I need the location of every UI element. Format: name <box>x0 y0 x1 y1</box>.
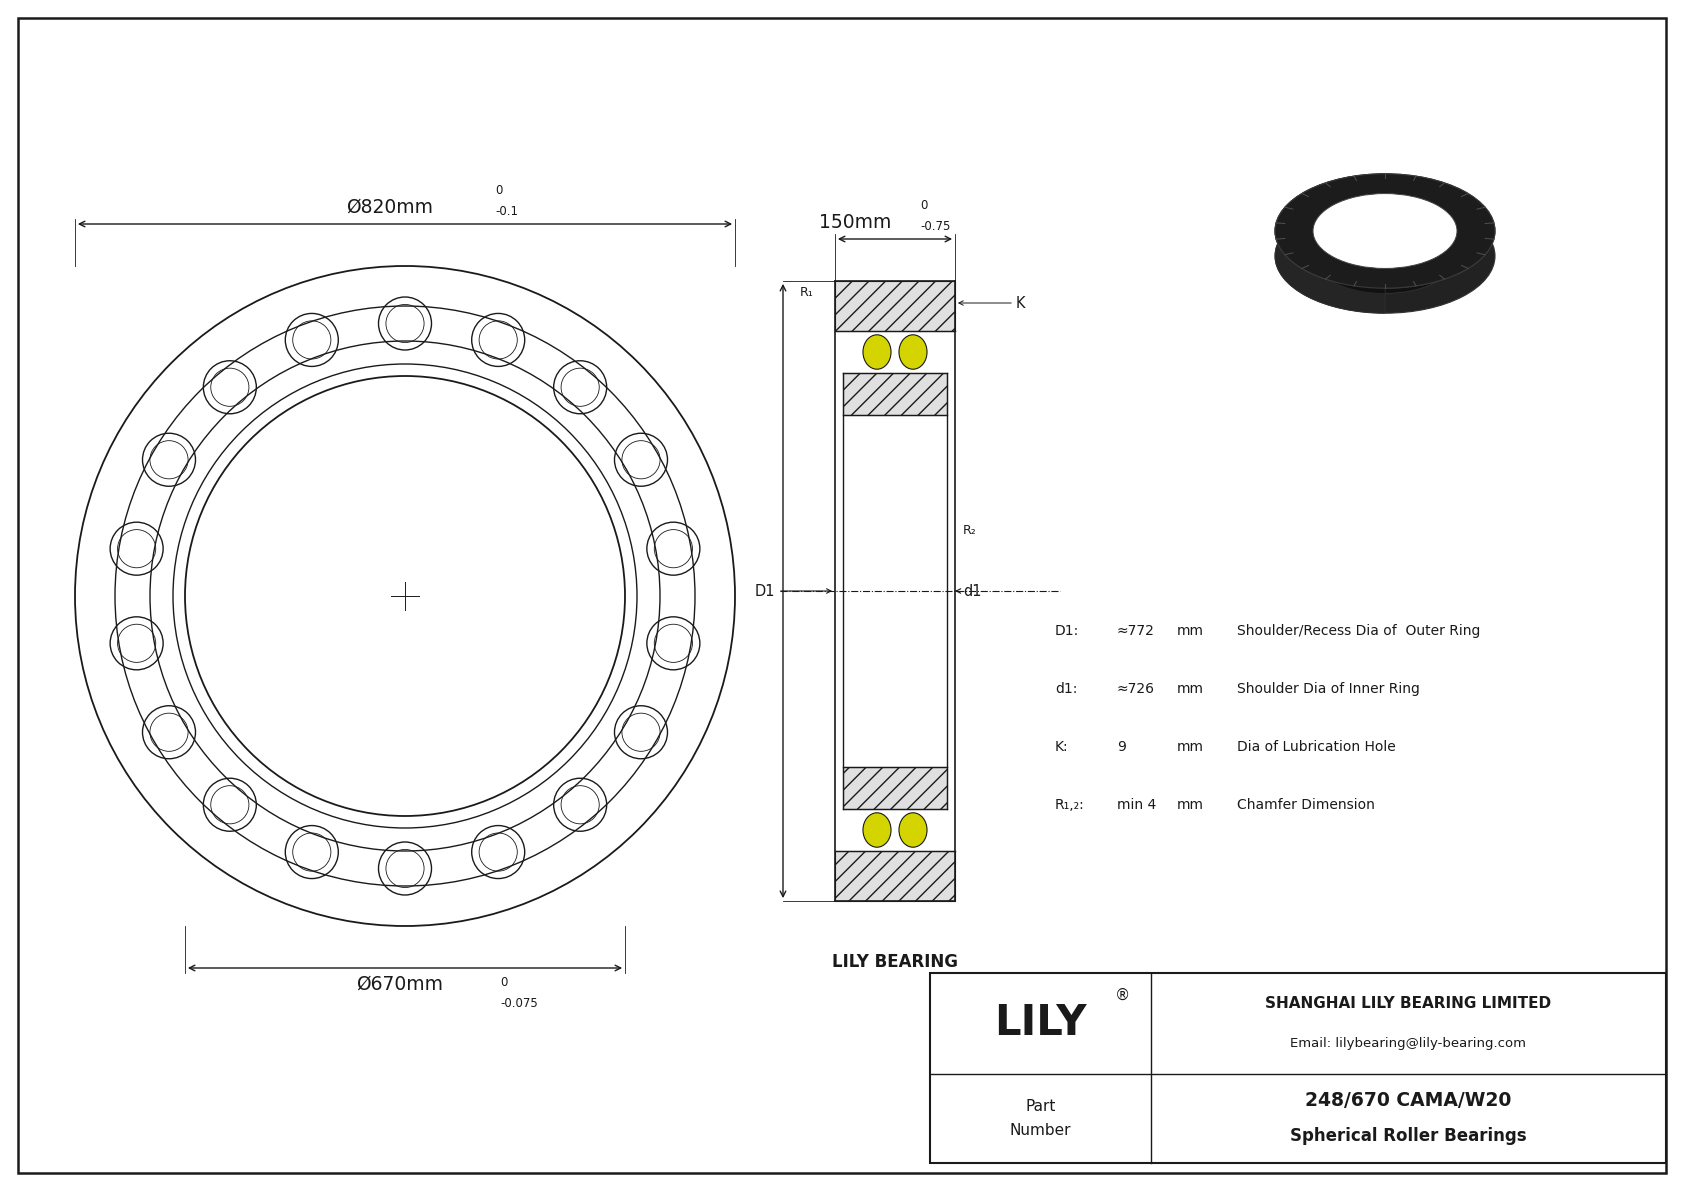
Text: 0: 0 <box>500 975 507 989</box>
Text: mm: mm <box>1177 682 1204 696</box>
Text: Chamfer Dimension: Chamfer Dimension <box>1238 798 1374 812</box>
Text: LILY BEARING: LILY BEARING <box>832 953 958 971</box>
Ellipse shape <box>1314 194 1457 268</box>
Text: 0: 0 <box>495 183 502 197</box>
Ellipse shape <box>1275 174 1495 288</box>
Text: K:: K: <box>1054 740 1069 754</box>
Text: K: K <box>1015 295 1026 311</box>
Text: D1:: D1: <box>1054 624 1079 638</box>
Text: D1: D1 <box>754 584 775 599</box>
Bar <box>844 373 946 414</box>
Text: d1:: d1: <box>1054 682 1078 696</box>
Text: -0.75: -0.75 <box>919 220 950 233</box>
Polygon shape <box>1314 194 1384 293</box>
Text: Shoulder Dia of Inner Ring: Shoulder Dia of Inner Ring <box>1238 682 1420 696</box>
Text: R₂: R₂ <box>963 524 977 537</box>
Text: Ø670mm: Ø670mm <box>357 975 443 994</box>
Text: Shoulder/Recess Dia of  Outer Ring: Shoulder/Recess Dia of Outer Ring <box>1238 624 1480 638</box>
Ellipse shape <box>899 335 926 369</box>
Text: ≈772: ≈772 <box>1116 624 1155 638</box>
Text: Spherical Roller Bearings: Spherical Roller Bearings <box>1290 1128 1527 1146</box>
Ellipse shape <box>1275 199 1495 313</box>
Ellipse shape <box>862 812 891 847</box>
Text: Email: lilybearing@lily-bearing.com: Email: lilybearing@lily-bearing.com <box>1290 1037 1526 1049</box>
Text: mm: mm <box>1177 798 1204 812</box>
Ellipse shape <box>1314 194 1457 268</box>
Text: Number: Number <box>1010 1123 1071 1137</box>
Text: -0.1: -0.1 <box>495 205 519 218</box>
Text: 0: 0 <box>919 199 928 212</box>
Text: mm: mm <box>1177 624 1204 638</box>
Bar <box>844 767 946 809</box>
Text: Ø820mm: Ø820mm <box>347 198 433 217</box>
Ellipse shape <box>1275 174 1495 288</box>
Text: 9: 9 <box>1116 740 1127 754</box>
Text: ®: ® <box>1115 987 1130 1003</box>
Text: R₁: R₁ <box>800 287 813 299</box>
Text: 248/670 CAMA/W20: 248/670 CAMA/W20 <box>1305 1091 1512 1110</box>
Ellipse shape <box>1314 219 1457 293</box>
Text: mm: mm <box>1177 740 1204 754</box>
Ellipse shape <box>899 812 926 847</box>
Text: 150mm: 150mm <box>818 213 891 232</box>
Bar <box>835 281 955 331</box>
Text: d1: d1 <box>963 584 982 599</box>
Bar <box>835 852 955 902</box>
Text: SHANGHAI LILY BEARING LIMITED: SHANGHAI LILY BEARING LIMITED <box>1265 996 1551 1011</box>
Text: Part: Part <box>1026 1099 1056 1114</box>
Text: ≈726: ≈726 <box>1116 682 1155 696</box>
Text: LILY: LILY <box>994 1003 1086 1045</box>
Text: Dia of Lubrication Hole: Dia of Lubrication Hole <box>1238 740 1396 754</box>
Bar <box>930 973 1665 1162</box>
Text: min 4: min 4 <box>1116 798 1157 812</box>
Text: -0.075: -0.075 <box>500 997 537 1010</box>
Ellipse shape <box>862 335 891 369</box>
Text: R₁,₂:: R₁,₂: <box>1054 798 1084 812</box>
Polygon shape <box>1275 174 1384 313</box>
